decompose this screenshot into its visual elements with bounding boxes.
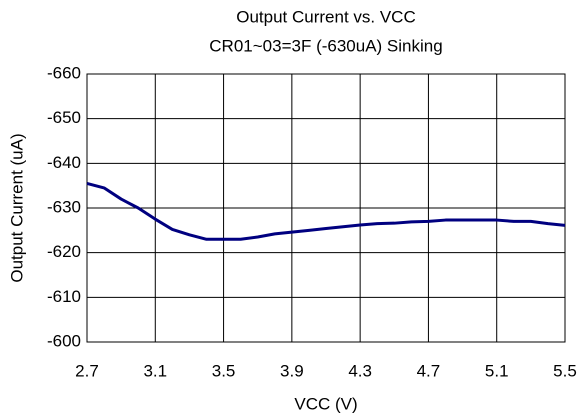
y-tick-label: -610 [47, 287, 81, 306]
x-tick-label: 3.9 [280, 361, 304, 380]
x-tick-label: 5.1 [485, 361, 509, 380]
y-axis-label: Output Current (uA) [7, 133, 26, 282]
y-tick-label: -600 [47, 331, 81, 350]
y-tick-label: -640 [47, 153, 81, 172]
x-tick-label: 3.1 [143, 361, 167, 380]
chart-title: Output Current vs. VCC [236, 7, 416, 26]
y-tick-label: -620 [47, 242, 81, 261]
y-tick-label: -630 [47, 197, 81, 216]
x-tick-label: 2.7 [75, 361, 99, 380]
x-tick-label: 3.5 [212, 361, 236, 380]
x-tick-label: 4.7 [417, 361, 441, 380]
x-tick-label: 4.3 [348, 361, 372, 380]
chart-subtitle: CR01~03=3F (-630uA) Sinking [209, 36, 442, 55]
data-line [86, 181, 566, 241]
x-tick-label: 5.5 [553, 361, 577, 380]
y-tick-label: -660 [47, 63, 81, 82]
x-axis-label: VCC (V) [294, 394, 357, 413]
y-tick-label: -650 [47, 108, 81, 127]
